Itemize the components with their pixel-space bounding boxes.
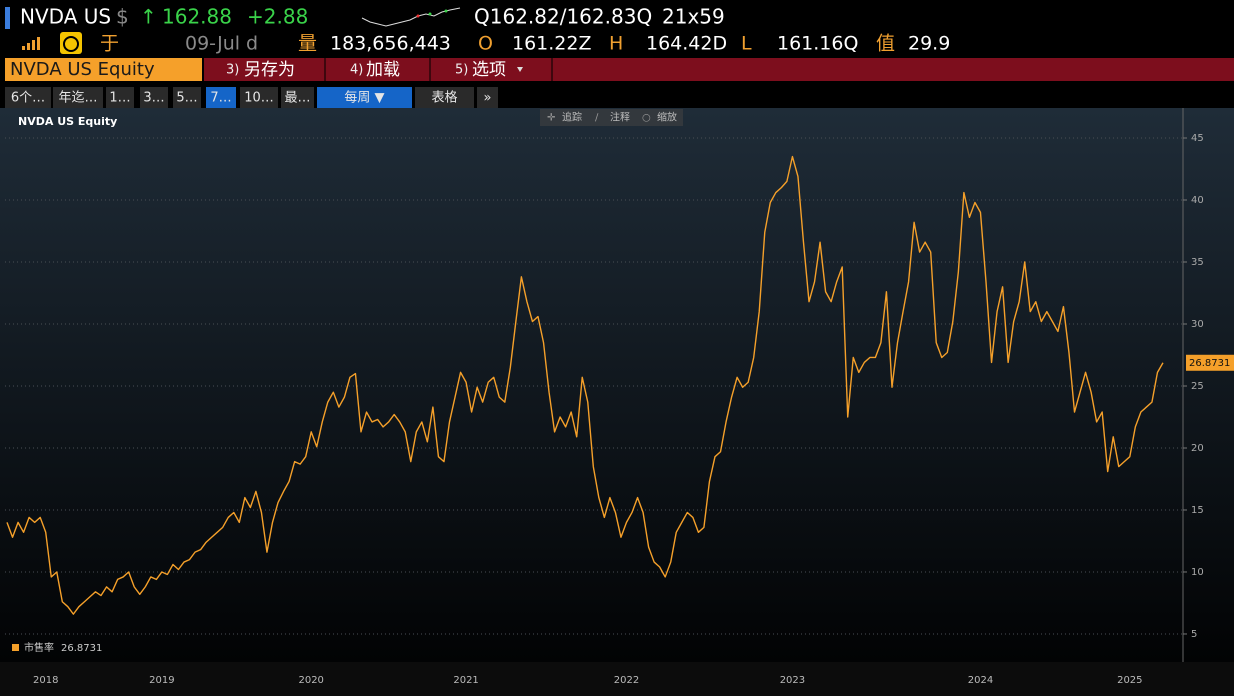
menu-item[interactable]: 选项 [472, 60, 506, 80]
y-tick-label: 20 [1191, 443, 1204, 454]
x-tick-label: 2020 [298, 675, 323, 686]
tab[interactable]: 年迄… [58, 91, 97, 106]
value: 29.9 [908, 33, 950, 55]
x-tick-label: 2018 [33, 675, 58, 686]
date: 09-Jul d [185, 33, 258, 55]
open-label: O [478, 33, 493, 55]
toolbar-item[interactable]: 追踪 [562, 111, 582, 124]
ticker: NVDA US [20, 5, 111, 29]
tab[interactable]: 5… [176, 91, 197, 106]
tab-bg[interactable] [415, 87, 474, 108]
arrow: ↑ [140, 5, 157, 29]
tab-bg[interactable] [240, 87, 278, 108]
menu-item[interactable]: 另存为 [244, 60, 295, 80]
tab[interactable]: 最… [284, 91, 310, 106]
x-tick-label: 2019 [149, 675, 174, 686]
y-tick-label: 15 [1191, 505, 1204, 516]
gauge-ring [63, 36, 79, 52]
tab[interactable]: » [484, 91, 492, 106]
menu-num[interactable]: 4) [350, 63, 363, 78]
tab[interactable]: 10… [244, 91, 274, 106]
tab[interactable]: 每周 ▼ [344, 90, 384, 106]
change: +2.88 [247, 5, 308, 29]
x-tick-label: 2021 [453, 675, 478, 686]
chart-toolbar [540, 109, 683, 126]
tab-bg[interactable] [206, 87, 236, 108]
menu-num[interactable]: 5) [455, 63, 468, 78]
legend-label: 市售率 [24, 641, 54, 654]
bars-icon [22, 37, 40, 50]
security[interactable]: NVDA US Equity [10, 59, 155, 80]
cursor [5, 7, 10, 29]
tab-bg[interactable] [140, 87, 168, 108]
currency: $ [116, 5, 129, 29]
toolbar-item[interactable]: 注释 [610, 111, 630, 124]
x-tick-label: 2023 [780, 675, 805, 686]
tab-bg[interactable] [106, 87, 134, 108]
y-tick-label: 45 [1191, 133, 1204, 144]
menu-num[interactable]: 3) [226, 63, 239, 78]
volume-label: 量 [298, 33, 317, 55]
open: 161.22Z [512, 33, 592, 55]
toolbar-icon: ✛ [547, 113, 556, 124]
series-line [6, 155, 1164, 615]
toolbar-item[interactable]: 缩放 [657, 111, 677, 124]
x-tick-label: 2024 [968, 675, 993, 686]
quote: Q162.82/162.83Q [474, 5, 652, 29]
tab-bg[interactable] [173, 87, 201, 108]
spark-dot [416, 14, 420, 18]
icon-text: 于 [100, 33, 119, 55]
y-tick-label: 30 [1191, 319, 1204, 330]
x-axis-strip [0, 662, 1234, 696]
tab-bg[interactable] [281, 87, 314, 108]
chart-title: NVDA US Equity [18, 115, 117, 128]
security-box[interactable] [5, 58, 202, 81]
x-tick-label: 2022 [614, 675, 639, 686]
legend-swatch [12, 644, 19, 651]
tab-bg[interactable] [477, 87, 498, 108]
tab[interactable]: 1… [109, 91, 130, 106]
toolbar-icon: ∕ [595, 113, 599, 124]
size: 21x59 [662, 5, 725, 29]
spark-dot [428, 12, 432, 16]
tab[interactable]: 3… [143, 91, 164, 106]
caret [517, 67, 523, 72]
menu-bar [204, 58, 1234, 81]
low-label: L [741, 33, 752, 55]
tab-bg[interactable] [317, 87, 412, 108]
tab[interactable]: 7… [210, 91, 231, 106]
tab[interactable]: 表格 [431, 90, 457, 106]
tab-bar: 6个… 年迄… 1… 3… 5… 7… 10… 最… 每周 ▼ 表格 » [5, 87, 498, 108]
legend-value: 26.8731 [61, 643, 102, 654]
y-tick-label: 25 [1191, 381, 1204, 392]
y-tick-label: 5 [1191, 629, 1197, 640]
y-tick-label: 40 [1191, 195, 1204, 206]
spark-dot [444, 9, 448, 13]
high-label: H [609, 33, 623, 55]
clip-mask [952, 30, 1234, 56]
volume: 183,656,443 [330, 33, 451, 55]
last-value-label: 26.8731 [1189, 358, 1230, 369]
y-tick-label: 10 [1191, 567, 1204, 578]
menu-item[interactable]: 加载 [366, 60, 400, 80]
low: 161.16Q [777, 33, 858, 55]
last-value-box [1186, 354, 1234, 371]
high: 164.42D [646, 33, 727, 55]
y-tick-label: 35 [1191, 257, 1204, 268]
value-label: 值 [876, 33, 895, 55]
sparkline [361, 7, 461, 27]
tab-bg[interactable] [5, 87, 51, 108]
toolbar-icon: ○ [642, 113, 651, 124]
tab[interactable]: 6个… [11, 91, 45, 106]
chart-background [0, 108, 1234, 662]
x-tick-label: 2025 [1117, 675, 1142, 686]
tab-bg[interactable] [53, 87, 103, 108]
price: 162.88 [162, 5, 232, 29]
